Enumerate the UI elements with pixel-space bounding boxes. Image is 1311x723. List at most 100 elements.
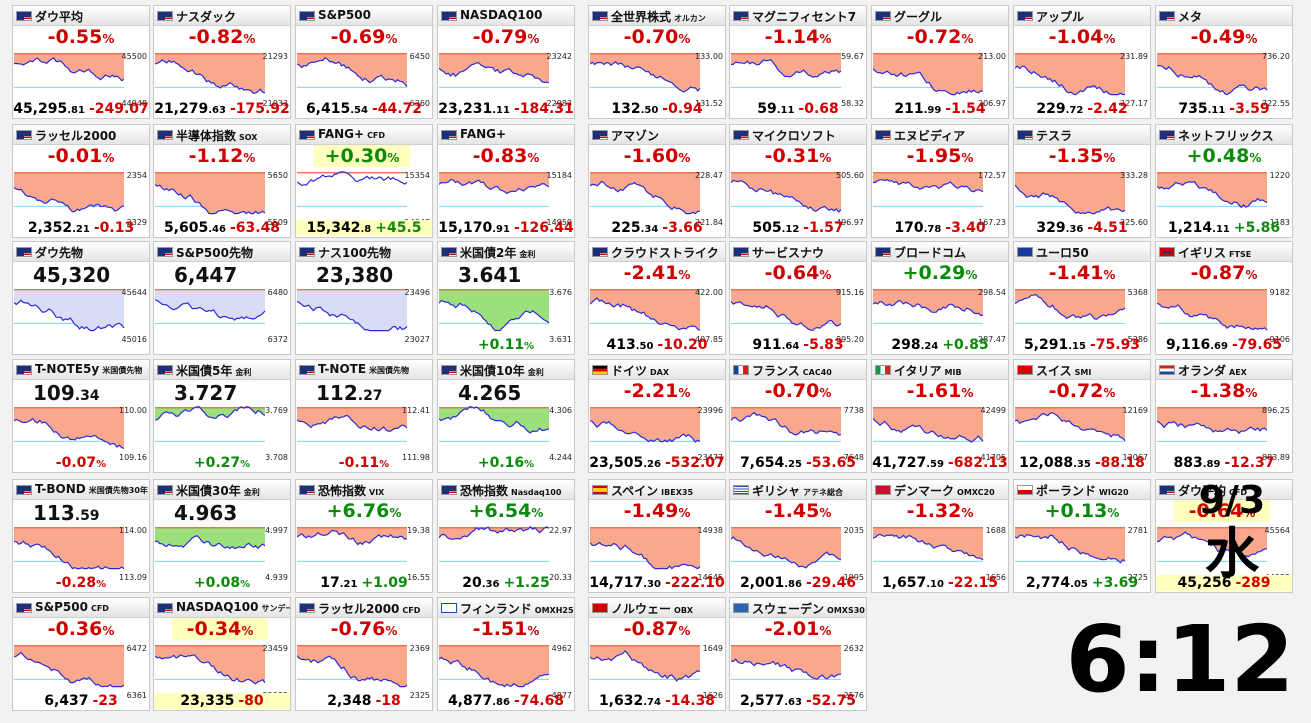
market-tile[interactable]: クラウドストライク -2.41% 422.00 407.85 413.50 -10.20 — [588, 241, 726, 355]
range-high: 15184 — [546, 171, 572, 180]
tile-header: スイス SMI — [1014, 360, 1150, 380]
market-tile[interactable]: スウェーデン OMXS30 -2.01% 2632 2576 2,577.63 -52.75 — [729, 597, 867, 711]
instrument-name: ポーランド WIG20 — [1036, 484, 1129, 498]
market-tile[interactable]: ラッセル2000 CFD -0.76% 2369 2325 2,348 -18 — [295, 597, 433, 711]
quote-price: 132 — [611, 101, 641, 117]
country-flag-icon — [16, 247, 32, 257]
tile-header: アマゾン — [589, 125, 725, 145]
market-tile[interactable]: S&P500 -0.69% 6450 6360 6,415.54 -44.72 — [295, 5, 433, 119]
range-high: 333.28 — [1120, 171, 1148, 180]
market-tile[interactable]: スペイン IBEX35 -1.49% 14938 14645 14,717.30 -222.… — [588, 479, 726, 593]
sparkline-chart — [590, 407, 701, 443]
tile-header: S&P500先物 — [154, 242, 290, 262]
range-high: 1220 — [1269, 171, 1290, 180]
tile-header: スウェーデン OMXS30 — [730, 598, 866, 618]
market-tile[interactable]: メタ -0.49% 736.20 722.55 735.11 -3.59 — [1155, 5, 1293, 119]
market-tile[interactable]: NASDAQ100 -0.79% 23242 22983 23,231.11 -184.3… — [437, 5, 575, 119]
market-tile[interactable]: アマゾン -1.60% 228.47 221.84 225.34 -3.66 — [588, 124, 726, 238]
sparkline-chart — [1157, 407, 1268, 442]
market-tile[interactable]: ブロードコム +0.29% 298.54 287.47 298.24 +0.85 — [871, 241, 1009, 355]
quote-price-decimal: .54 — [350, 105, 368, 116]
sparkline-line — [439, 178, 550, 195]
market-tile[interactable]: ダウ先物 45,320 45644 45016 — [12, 241, 150, 355]
instrument-name: 米国債5年 金利 — [176, 364, 252, 378]
sparkline-line — [873, 533, 984, 561]
market-tile[interactable]: グーグル -0.72% 213.00 206.97 211.99 -1.54 — [871, 5, 1009, 119]
sparkline-line — [297, 529, 408, 546]
market-tile[interactable]: サービスナウ -0.64% 915.16 895.20 911.64 -5.83 — [729, 241, 867, 355]
range-low: 41705 — [980, 453, 1006, 462]
range-high: 422.00 — [695, 288, 723, 297]
market-tile[interactable]: 米国債10年 金利 4.265 4.306 4.244 +0.16% — [437, 359, 575, 473]
range-high: 59.67 — [841, 52, 864, 61]
sparkline-fill — [14, 527, 124, 569]
market-tile[interactable]: フィンランド OMXH25 -1.51% 4962 4877 4,877.86 -74.68 — [437, 597, 575, 711]
market-tile[interactable]: FANG+CFD+0.30%153541494715,342.8+45.5 — [295, 124, 433, 238]
quote-footer: 23,335 -80 — [154, 693, 290, 709]
market-tile[interactable]: ナスダック -0.82% 21293 21033 21,279.63 -175.92 — [153, 5, 291, 119]
quote-price-decimal: .78 — [923, 224, 942, 235]
change-percent: -0.11% — [338, 455, 390, 471]
market-tile[interactable]: オランダ AEX -1.38% 896.25 883.89 883.89 -12.37 — [1155, 359, 1293, 473]
market-tile[interactable]: マイクロソフト -0.31% 505.60 496.97 505.12 -1.57 — [729, 124, 867, 238]
market-tile[interactable]: エヌビディア -1.95% 172.57 167.23 170.78 -3.40 — [871, 124, 1009, 238]
market-tile[interactable]: ノルウェー OBX -0.87% 1649 1626 1,632.74 -14.38 — [588, 597, 726, 711]
market-tile[interactable]: テスラ -1.35% 333.28 325.60 329.36 -4.51 — [1013, 124, 1151, 238]
market-tile[interactable]: ギリシャ アテネ総合 -1.45% 2035 1995 2,001.86 -29.46 — [729, 479, 867, 593]
quote-price-decimal: .10 — [926, 579, 944, 590]
market-tile[interactable]: 半導体指数 SOX -1.12% 5650 5509 5,605.46 -63.48 — [153, 124, 291, 238]
instrument-name: テスラ — [1036, 129, 1073, 143]
quote-price-decimal: .11 — [776, 105, 795, 116]
range-low: 722.55 — [1262, 99, 1290, 108]
range-high: 23459 — [262, 644, 288, 653]
market-tile[interactable]: 米国債2年 金利 3.641 3.676 3.631 +0.11% — [437, 241, 575, 355]
market-tile[interactable]: ドイツ DAX -2.21% 23996 23477 23,505.26 -532.07 — [588, 359, 726, 473]
date-weekday: 水 — [1205, 522, 1259, 585]
quote-footer: 21,279.63 -175.92 — [154, 101, 290, 117]
quote-price: 23,505 — [589, 455, 644, 471]
market-tile[interactable]: 恐怖指数 Nasdaq100 +6.54% 22.97 20.33 20.36 +1.25 — [437, 479, 575, 593]
market-tile[interactable]: S&P500先物 6,447 6480 6372 — [153, 241, 291, 355]
market-tile[interactable]: T-BOND 米国債先物30年 113.59 114.00 113.09 -0.28% — [12, 479, 150, 593]
market-tile[interactable]: FANG+ -0.83% 15184 14950 15,170.91 -126.44 — [437, 124, 575, 238]
market-tile[interactable]: ナス100先物 23,380 23496 23027 — [295, 241, 433, 355]
market-tile[interactable]: フランス CAC40 -0.70% 7738 7648 7,654.25 -53.65 — [729, 359, 867, 473]
quote-footer: 211.99 -1.54 — [872, 101, 1008, 117]
sparkline-chart — [14, 645, 125, 688]
market-tile[interactable]: イタリア MIB -1.61% 42499 41705 41,727.59 -682.13 — [871, 359, 1009, 473]
market-tile[interactable]: イギリス FTSE -0.87% 9182 9106 9,116.69 -79.65 — [1155, 241, 1293, 355]
quote-price-decimal: .91 — [492, 224, 510, 235]
market-tile[interactable]: T-NOTE5y 米国債先物 109.34 110.00 109.16 -0.07% — [12, 359, 150, 473]
country-flag-icon — [875, 11, 891, 21]
market-tile[interactable]: スイス SMI -0.72% 12169 12067 12,088.35 -88.18 — [1013, 359, 1151, 473]
quote-change: +45.5 — [375, 220, 422, 236]
quote-footer: 45,256 -289 — [1156, 575, 1292, 591]
market-tile[interactable]: T-NOTE 米国債先物 112.27 112.41 111.98 -0.11% — [295, 359, 433, 473]
market-tile[interactable]: ラッセル2000 -0.01% 2354 2329 2,352.21 -0.13 — [12, 124, 150, 238]
market-tile[interactable]: S&P500 CFD -0.36% 6472 6361 6,437 -23 — [12, 597, 150, 711]
market-tile[interactable]: 恐怖指数 VIX +6.76% 19.38 16.55 17.21 +1.09 — [295, 479, 433, 593]
market-tile[interactable]: 全世界株式 オルカン -0.70% 133.00 131.52 132.50 -0.94 — [588, 5, 726, 119]
market-tile[interactable]: 米国債30年 金利 4.963 4.997 4.939 +0.08% — [153, 479, 291, 593]
market-tile[interactable]: ダウ平均 -0.55% 45500 44948 45,295.81 -249.07 — [12, 5, 150, 119]
quote-footer: 2,577.63 -52.75 — [730, 693, 866, 709]
quote-price: 5,291 — [1023, 337, 1069, 353]
instrument-sub: OMXC20 — [957, 488, 995, 497]
range-high: 1688 — [985, 526, 1006, 535]
market-tile[interactable]: デンマーク OMXC20 -1.32% 1688 1656 1,657.10 -22.15 — [871, 479, 1009, 593]
market-tile[interactable]: マグニフィセント7 -1.14% 59.67 58.32 59.11 -0.68 — [729, 5, 867, 119]
change-percent: -2.41% — [623, 262, 691, 284]
tile-header: FANG+ — [438, 125, 574, 145]
market-tile[interactable]: ユーロ50 -1.41% 5368 5286 5,291.15 -75.93 — [1013, 241, 1151, 355]
sparkline-line — [14, 540, 125, 570]
sparkline-line — [155, 654, 266, 685]
sparkline-line — [14, 417, 125, 449]
quote-price: 41,727 — [872, 455, 927, 471]
market-tile[interactable]: 米国債5年 金利 3.727 3.769 3.708 +0.27% — [153, 359, 291, 473]
market-tile[interactable]: ポーランド WIG20 +0.13% 2781 2725 2,774.05 +3.69 — [1013, 479, 1151, 593]
market-tile[interactable]: ネットフリックス +0.48% 1220 1183 1,214.11 +5.86 — [1155, 124, 1293, 238]
sparkline-fill — [731, 53, 841, 78]
market-tile[interactable]: アップル -1.04% 231.89 227.17 229.72 -2.42 — [1013, 5, 1151, 119]
